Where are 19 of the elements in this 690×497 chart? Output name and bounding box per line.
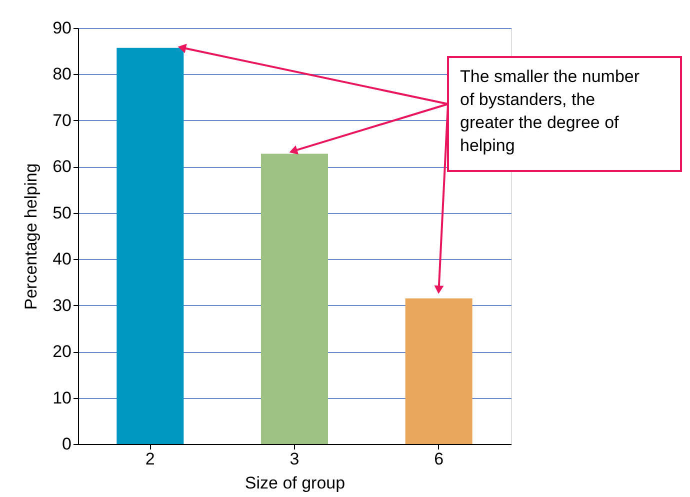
annotation: The smaller the number of bystanders, the greater the degree of helping <box>460 67 640 155</box>
bar <box>405 298 472 444</box>
y-tick-label: 80 <box>52 64 72 84</box>
y-tick-label: 20 <box>52 342 72 362</box>
y-tick-label: 30 <box>52 296 72 315</box>
y-axis-title: Percentage helping <box>22 163 41 310</box>
y-tick-label: 50 <box>52 203 72 222</box>
y-tick-label: 40 <box>52 250 72 269</box>
bar <box>116 48 184 444</box>
y-tick-label: 60 <box>52 157 72 176</box>
y-tick-label: 0 <box>62 434 72 454</box>
x-tick-label: 3 <box>290 450 300 468</box>
x-tick-label: 2 <box>145 450 155 468</box>
bar <box>261 154 328 444</box>
x-axis-title: Size of group <box>244 474 346 492</box>
y-tick-label: 70 <box>52 110 72 130</box>
x-tick-label: 6 <box>434 450 444 468</box>
y-tick-label: 90 <box>52 18 72 38</box>
y-tick-label: 10 <box>52 388 72 408</box>
